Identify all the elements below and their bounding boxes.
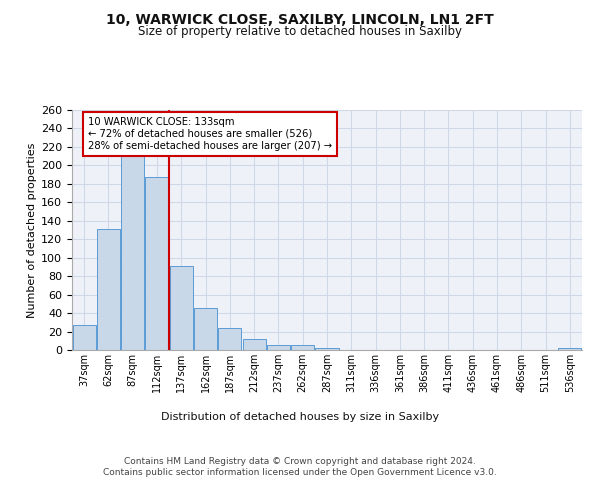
Text: 10, WARWICK CLOSE, SAXILBY, LINCOLN, LN1 2FT: 10, WARWICK CLOSE, SAXILBY, LINCOLN, LN1… bbox=[106, 12, 494, 26]
Text: Contains HM Land Registry data © Crown copyright and database right 2024.
Contai: Contains HM Land Registry data © Crown c… bbox=[103, 458, 497, 477]
Bar bbox=[291, 346, 314, 350]
Y-axis label: Number of detached properties: Number of detached properties bbox=[27, 142, 37, 318]
Bar bbox=[316, 348, 338, 350]
Text: Distribution of detached houses by size in Saxilby: Distribution of detached houses by size … bbox=[161, 412, 439, 422]
Bar bbox=[194, 308, 217, 350]
Bar bbox=[145, 178, 169, 350]
Bar bbox=[218, 328, 241, 350]
Bar bbox=[267, 346, 290, 350]
Bar bbox=[73, 325, 95, 350]
Bar bbox=[97, 229, 120, 350]
Bar bbox=[559, 348, 581, 350]
Text: Size of property relative to detached houses in Saxilby: Size of property relative to detached ho… bbox=[138, 25, 462, 38]
Bar bbox=[242, 339, 266, 350]
Text: 10 WARWICK CLOSE: 133sqm
← 72% of detached houses are smaller (526)
28% of semi-: 10 WARWICK CLOSE: 133sqm ← 72% of detach… bbox=[88, 118, 332, 150]
Bar bbox=[121, 154, 144, 350]
Bar bbox=[170, 266, 193, 350]
